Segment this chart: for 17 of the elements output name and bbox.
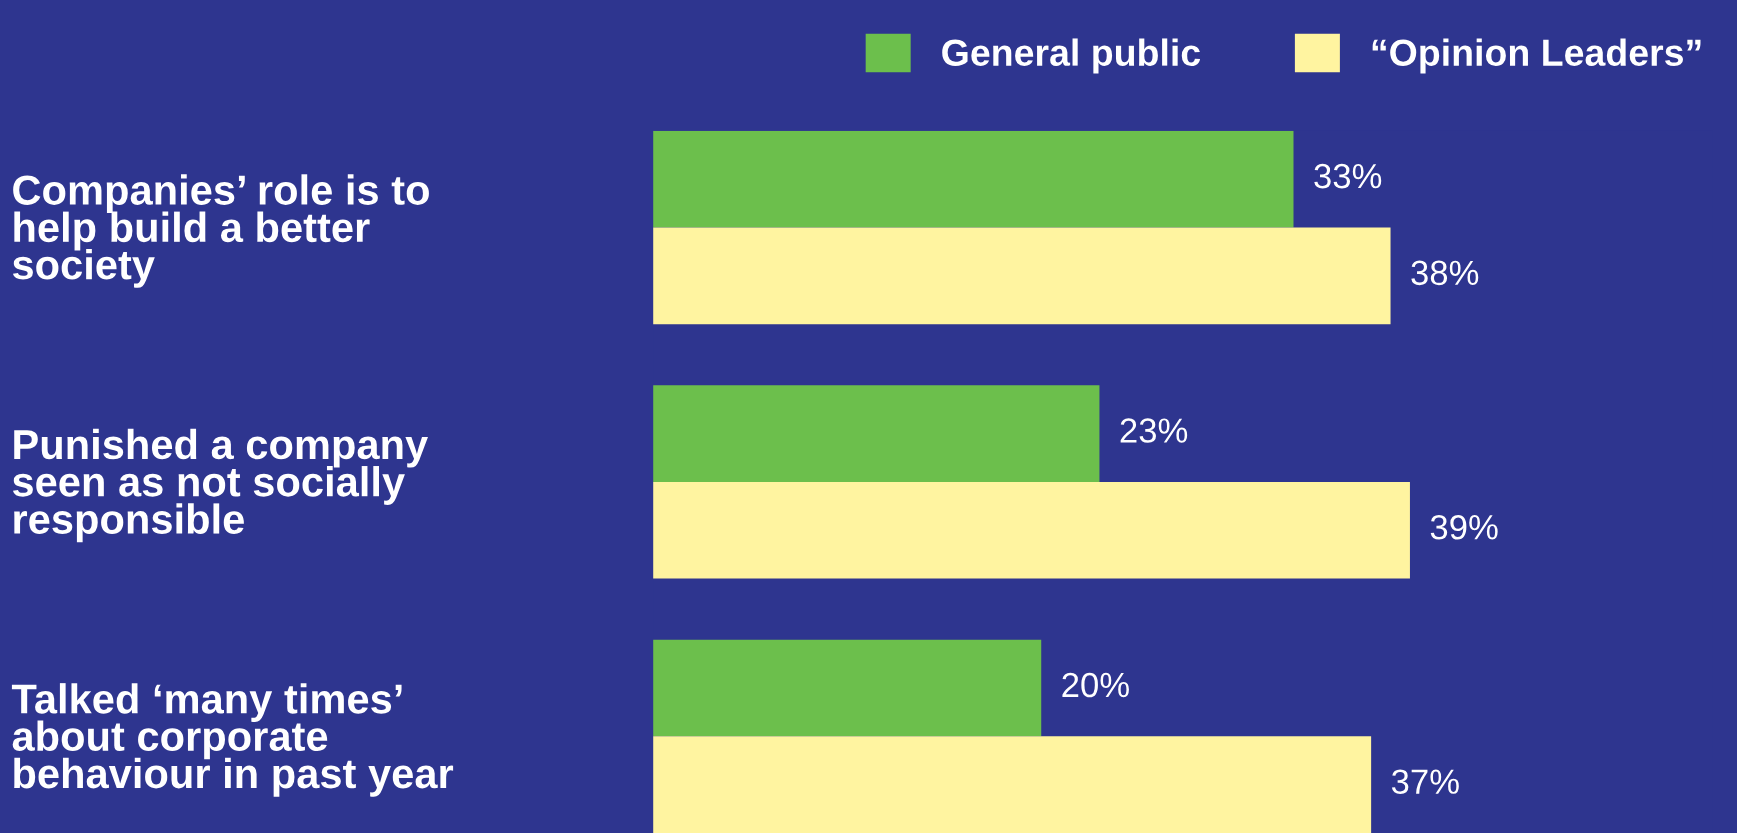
bar (653, 481, 1410, 579)
bar (653, 227, 1391, 325)
data-label: 23% (1120, 418, 1188, 443)
y-tick-label: Companies’ role is to help build a better society (12, 174, 429, 288)
data-label: 39% (1430, 514, 1498, 540)
data-label: 20% (1062, 672, 1129, 698)
bar (653, 736, 1372, 833)
bar (653, 639, 1042, 737)
legend-label: “Opinion Leaders” (1372, 38, 1701, 74)
data-label: 33% (1314, 163, 1382, 189)
y-tick-label: Punished a company seen as not socially responsible (12, 428, 428, 543)
legend-label: General public (942, 38, 1201, 74)
y-tick-label: Talked ‘many times’ about corporate behaviour in past year (11, 683, 454, 797)
data-label: 38% (1411, 260, 1479, 286)
bar (653, 130, 1294, 228)
data-label: 37% (1391, 769, 1459, 794)
bar (653, 385, 1100, 482)
